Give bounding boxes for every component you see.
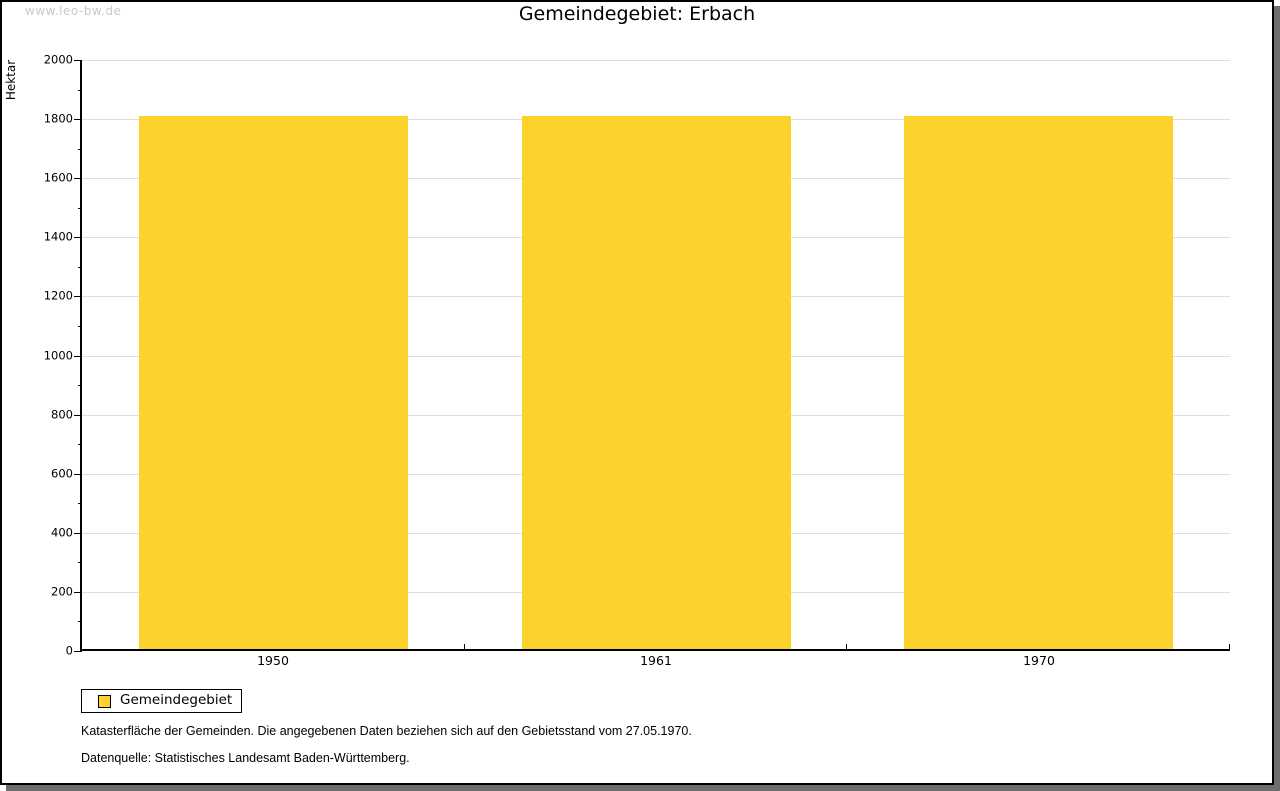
x-tick-3	[1229, 644, 1230, 649]
y-minor-tick-1300	[78, 266, 82, 268]
y-tick-600	[74, 473, 82, 475]
legend-label: Gemeindegebiet	[120, 692, 233, 709]
y-tick-label-1200: 1200	[43, 288, 73, 303]
chart-title: Gemeindegebiet: Erbach	[518, 3, 756, 25]
y-tick-200	[74, 591, 82, 593]
y-tick-800	[74, 414, 82, 416]
y-minor-tick-300	[78, 562, 82, 564]
legend-swatch-gemeindegebiet	[98, 694, 111, 708]
bar-1950	[139, 116, 408, 651]
y-tick-label-1400: 1400	[43, 229, 73, 244]
footnote-gebietsstand: Katasterfläche der Gemeinden. Die angege…	[81, 724, 692, 738]
y-tick-label-600: 600	[51, 465, 73, 480]
y-tick-0	[74, 651, 82, 652]
y-minor-tick-1100	[78, 325, 82, 327]
y-tick-label-1800: 1800	[43, 111, 73, 126]
y-minor-tick-1900	[78, 89, 82, 91]
y-tick-label-400: 400	[51, 525, 73, 540]
y-tick-label-2000: 2000	[43, 52, 73, 67]
plot-area: 0 200 400 600 800 1000 1200 1400 1600 1800 2000 195…	[44, 54, 1230, 667]
x-axis-label-1961: 1961	[640, 653, 672, 668]
gridline-2000	[82, 60, 1230, 61]
legend: Gemeindegebiet	[81, 689, 243, 713]
y-tick-1600	[74, 178, 82, 180]
x-axis-label-1950: 1950	[257, 653, 289, 668]
y-tick-1200	[74, 296, 82, 298]
footnote-datenquelle: Datenquelle: Statistisches Landesamt Bad…	[81, 751, 410, 765]
y-tick-1000	[74, 355, 82, 357]
y-minor-tick-700	[78, 444, 82, 446]
watermark: www.leo-bw.de	[25, 4, 122, 18]
y-tick-label-800: 800	[51, 406, 73, 421]
x-axis-label-1970: 1970	[1023, 653, 1055, 668]
bar-1970	[904, 116, 1173, 651]
y-tick-2000	[74, 60, 82, 61]
x-tick-2	[846, 644, 847, 649]
x-axis-line	[80, 649, 1230, 651]
y-tick-400	[74, 532, 82, 534]
y-minor-tick-500	[78, 503, 82, 505]
y-tick-label-200: 200	[51, 584, 73, 599]
y-tick-1800	[74, 119, 82, 121]
y-minor-tick-900	[78, 385, 82, 387]
y-tick-label-0: 0	[65, 643, 73, 658]
y-tick-1400	[74, 237, 82, 239]
y-minor-tick-1700	[78, 148, 82, 150]
x-tick-1	[464, 644, 465, 649]
y-axis-title: Hektar	[4, 59, 18, 101]
y-tick-label-1000: 1000	[43, 347, 73, 362]
bar-1961	[522, 116, 791, 651]
y-minor-tick-1500	[78, 207, 82, 209]
y-tick-label-1600: 1600	[43, 170, 73, 185]
y-minor-tick-100	[78, 621, 82, 623]
